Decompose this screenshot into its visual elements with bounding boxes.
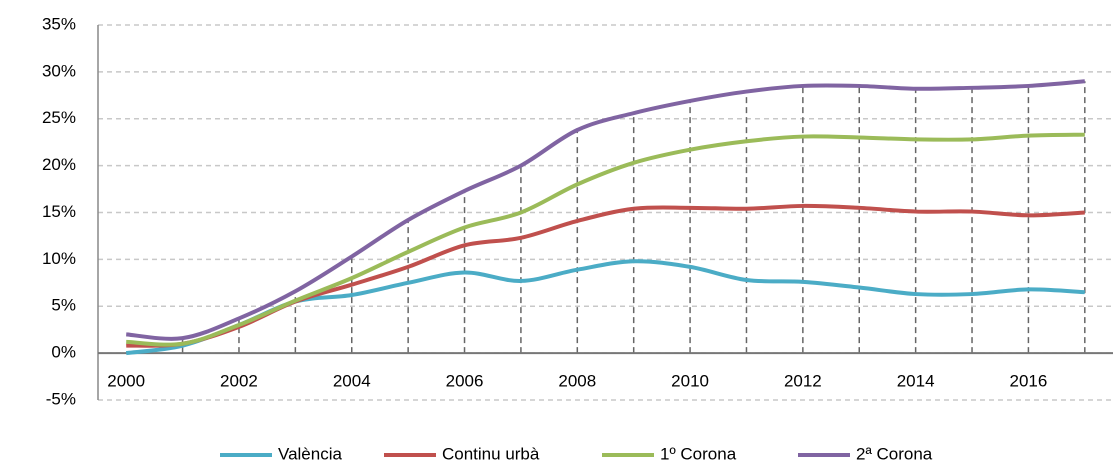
x-tick-label: 2004: [333, 372, 371, 391]
series-line: [126, 79, 1085, 341]
x-tick-label: 2012: [784, 372, 822, 391]
legend-label: València: [278, 444, 342, 463]
legend-label: 2ª Corona: [856, 444, 933, 463]
x-tick-label: 2002: [220, 372, 258, 391]
y-tick-label: 15%: [42, 202, 76, 221]
y-tick-label: 0%: [51, 343, 76, 362]
x-tick-label: 2010: [671, 372, 709, 391]
legend-label: 1º Corona: [660, 444, 737, 463]
y-tick-label: 10%: [42, 249, 76, 268]
x-tick-label: 2014: [897, 372, 935, 391]
x-tick-label: 2000: [107, 372, 145, 391]
y-tick-label: 20%: [42, 155, 76, 174]
y-tick-label: 35%: [42, 14, 76, 33]
series-line: [125, 259, 1085, 356]
x-tick-label: 2016: [1010, 372, 1048, 391]
y-tick-label: 5%: [51, 296, 76, 315]
y-tick-label: 30%: [42, 61, 76, 80]
y-tick-label: -5%: [46, 389, 76, 408]
legend-label: Continu urbà: [442, 444, 540, 463]
y-tick-label: 25%: [42, 108, 76, 127]
x-tick-label: 2006: [446, 372, 484, 391]
series-line: [126, 132, 1085, 347]
x-tick-label: 2008: [558, 372, 596, 391]
series-line: [126, 203, 1085, 348]
